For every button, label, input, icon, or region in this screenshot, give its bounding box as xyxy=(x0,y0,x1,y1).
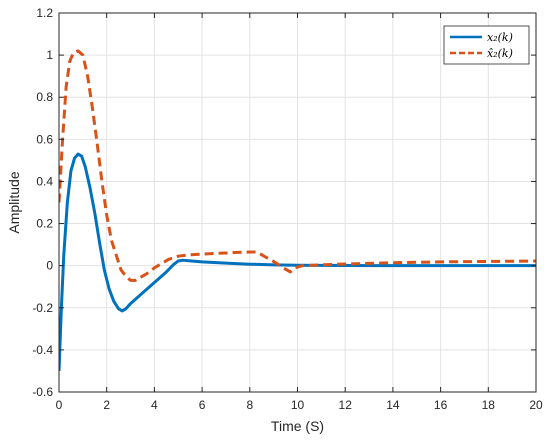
x-tick-label: 20 xyxy=(529,398,543,412)
grid-lines xyxy=(58,12,537,393)
x-tick-label: 6 xyxy=(199,398,206,412)
legend: x₂(k) x̂₂(k) xyxy=(443,25,530,65)
y-tick-label: -0.2 xyxy=(32,301,53,315)
y-tick-label: -0.6 xyxy=(32,385,53,399)
x-tick-label: 12 xyxy=(339,398,353,412)
x-tick-label: 4 xyxy=(151,398,158,412)
x-axis-ticks: 0 2 4 6 8 10 12 14 16 18 20 xyxy=(56,13,543,412)
y-axis-ticks: -0.6 -0.4 -0.2 0 0.2 0.4 0.6 0.8 1 1.2 xyxy=(32,6,536,399)
y-tick-label: 0.8 xyxy=(36,90,53,104)
x-tick-label: 0 xyxy=(56,398,63,412)
y-tick-label: 0.2 xyxy=(36,217,53,231)
y-tick-label: 0.4 xyxy=(36,174,53,188)
y-tick-label: 1 xyxy=(46,48,53,62)
legend-label-series-2: x̂₂(k) xyxy=(487,47,513,60)
x-axis-label: Time (S) xyxy=(271,418,324,434)
series-line-2 xyxy=(59,49,536,282)
series-line-1 xyxy=(59,152,536,371)
legend-box xyxy=(443,25,530,65)
legend-label-series-1: x₂(k) xyxy=(487,31,513,44)
x-tick-label: 18 xyxy=(482,398,496,412)
x-tick-label: 8 xyxy=(246,398,253,412)
x-tick-label: 16 xyxy=(434,398,448,412)
y-tick-label: 1.2 xyxy=(36,6,53,20)
y-tick-label: 0 xyxy=(46,259,53,273)
y-axis-label: Amplitude xyxy=(6,171,22,233)
y-tick-label: 0.6 xyxy=(36,132,53,146)
x-tick-label: 2 xyxy=(103,398,110,412)
x-tick-label: 10 xyxy=(291,398,305,412)
x-tick-label: 14 xyxy=(386,398,400,412)
y-tick-label: -0.4 xyxy=(32,343,53,357)
series-layer xyxy=(59,49,536,371)
